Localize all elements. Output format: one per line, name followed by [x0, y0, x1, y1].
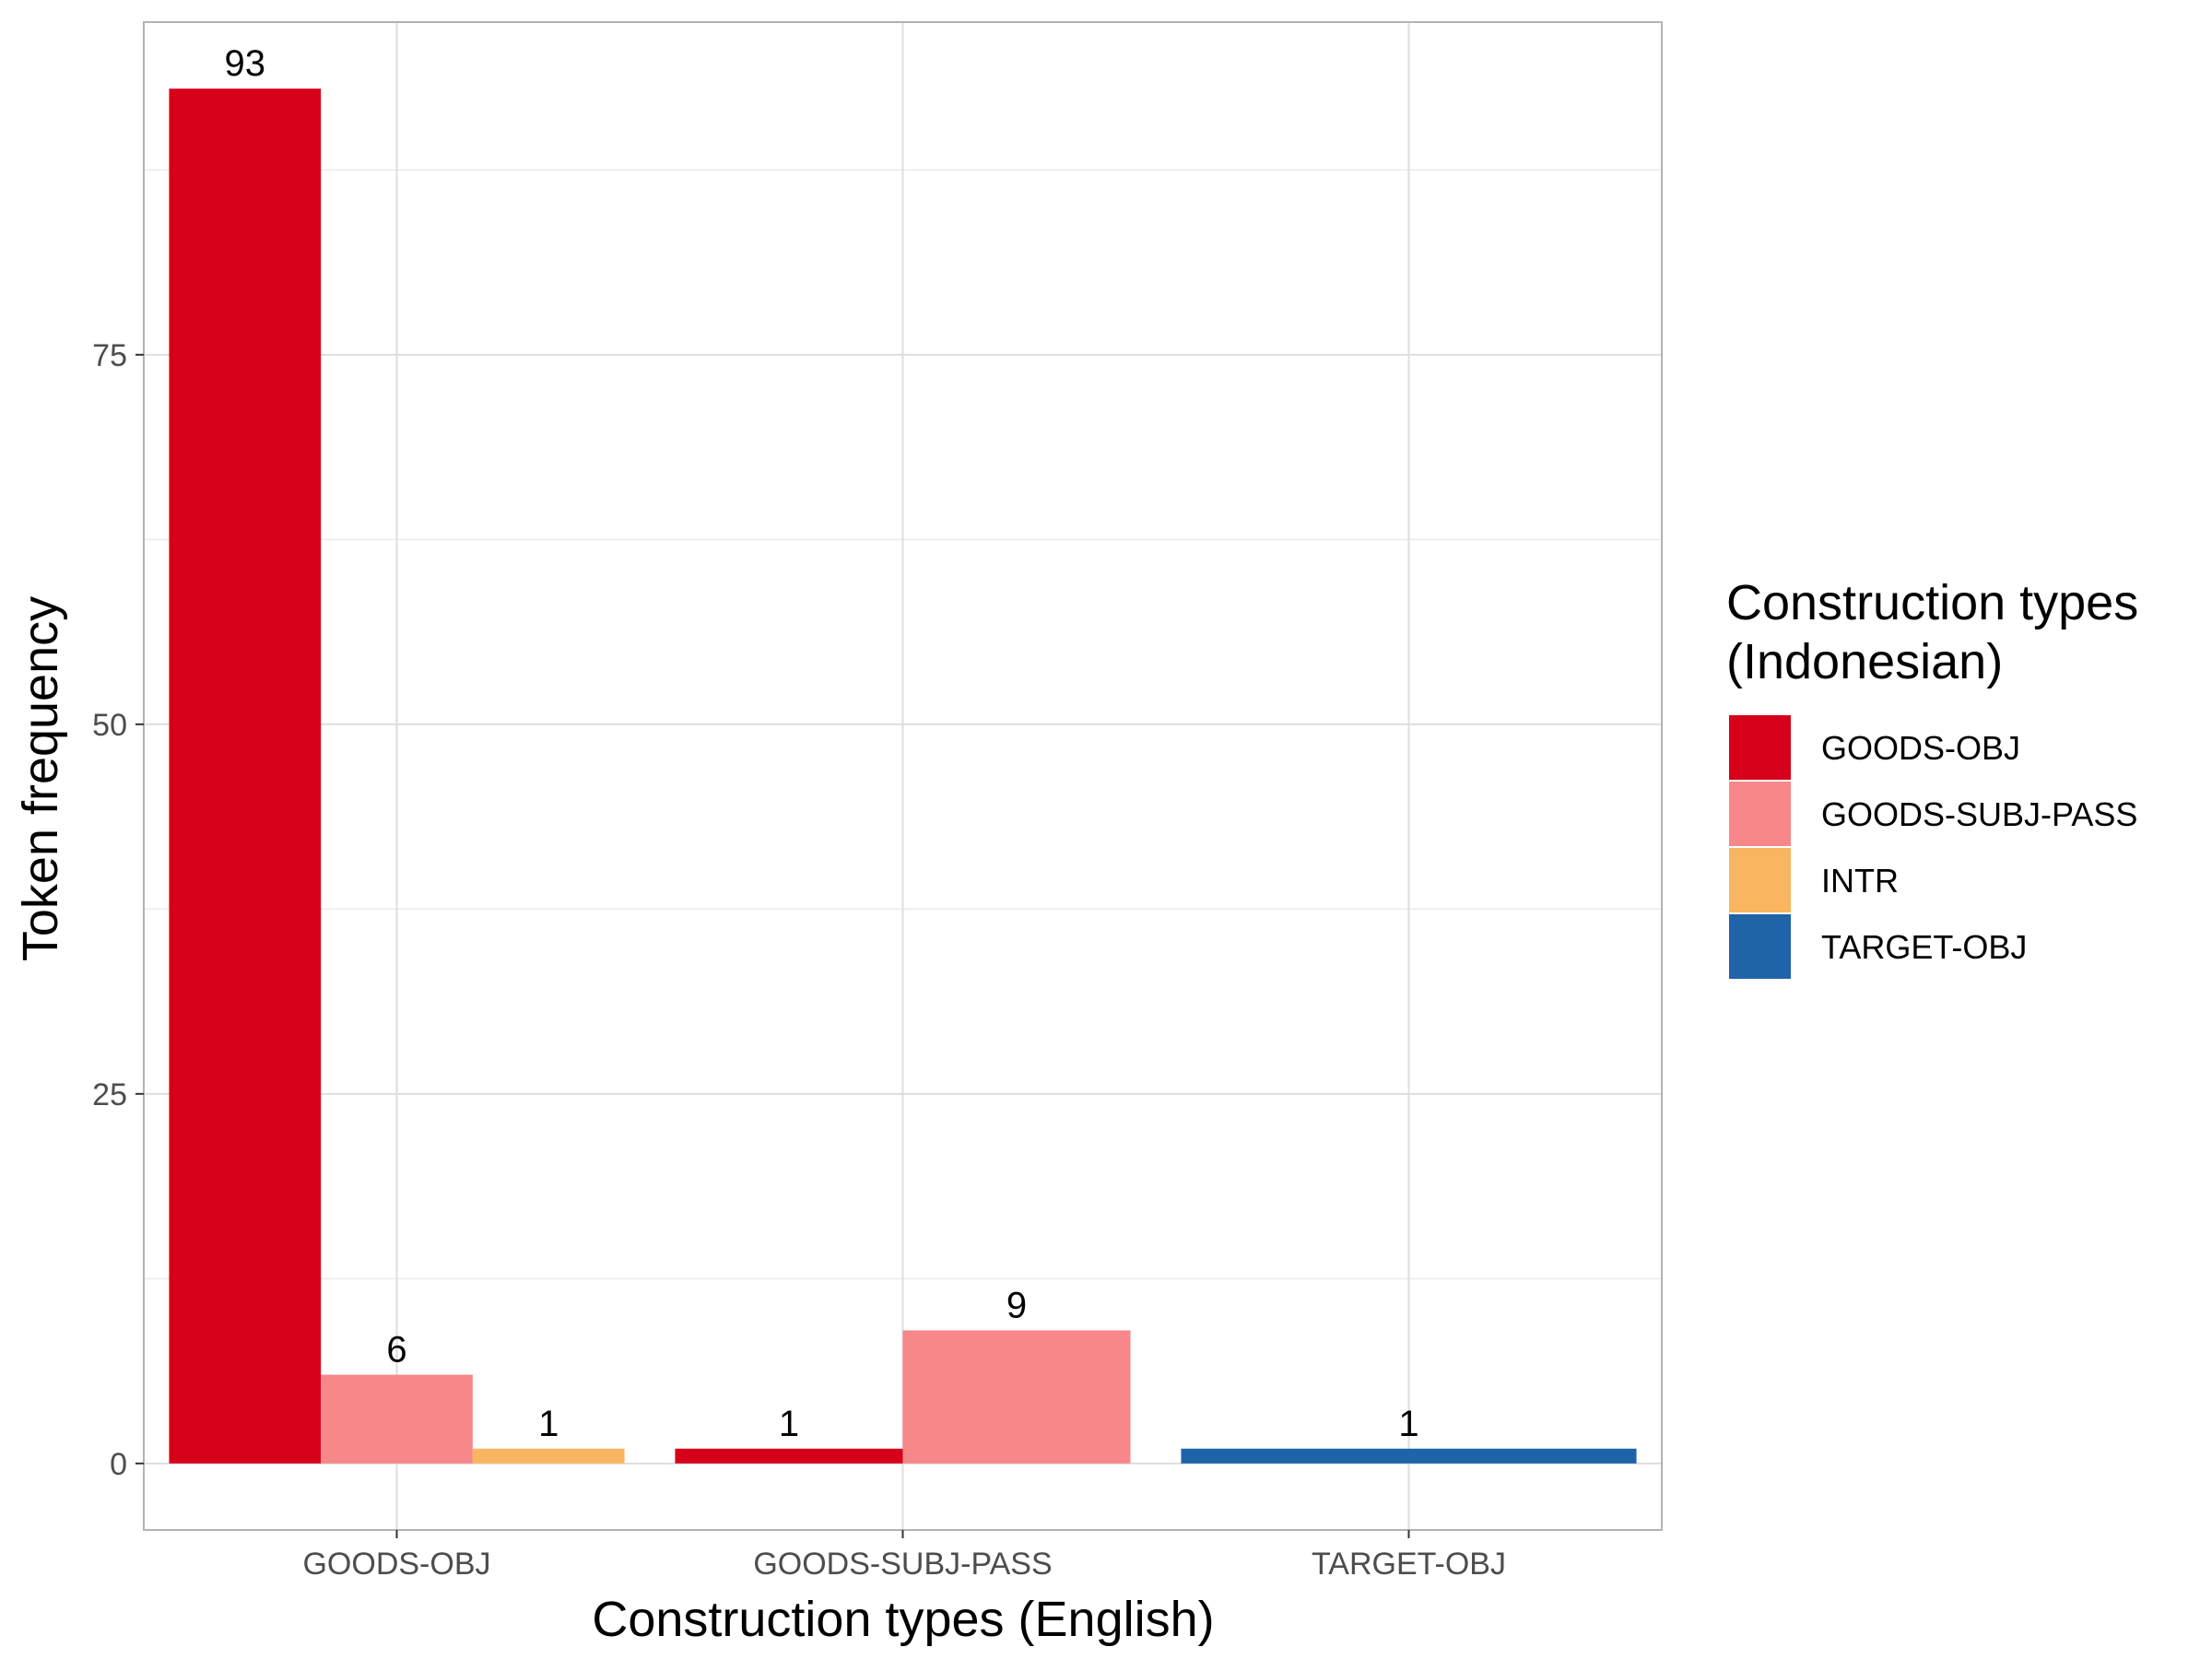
data-labels-layer: 93 6 1 1 9 1: [225, 43, 1419, 1444]
y-axis-title: Token frequency: [13, 596, 68, 961]
data-label: 93: [225, 43, 266, 84]
legend-key-goods-obj: [1729, 715, 1791, 780]
legend-key-target-obj: [1729, 914, 1791, 979]
legend-label: GOODS-OBJ: [1821, 729, 2020, 767]
x-axis: GOODS-OBJ GOODS-SUBJ-PASS TARGET-OBJ: [302, 1530, 1506, 1582]
legend-key-goods-subj-pass: [1729, 782, 1791, 846]
bar-target-obj-target-obj: [1181, 1448, 1637, 1464]
data-label: 1: [538, 1404, 559, 1444]
x-tick-label: GOODS-OBJ: [302, 1547, 490, 1582]
legend-title-line-2: (Indonesian): [1726, 634, 2003, 689]
y-axis: 0 25 50 75: [92, 338, 144, 1482]
data-label: 9: [1006, 1285, 1027, 1325]
y-tick-label: 50: [92, 708, 127, 743]
legend-key-intr: [1729, 848, 1791, 912]
data-label: 1: [779, 1404, 799, 1444]
legend-title-line-1: Construction types: [1726, 575, 2138, 630]
grid-lines: [144, 22, 1662, 1530]
y-tick-label: 0: [110, 1447, 127, 1482]
bar-goods-subj-pass-goods-subj-pass: [902, 1330, 1131, 1464]
legend-label: INTR: [1821, 862, 1899, 900]
y-tick-label: 25: [92, 1077, 127, 1112]
data-label: 6: [386, 1330, 406, 1371]
x-axis-title: Construction types (English): [592, 1592, 1214, 1647]
y-tick-label: 75: [92, 338, 127, 373]
bars-layer: [169, 88, 1637, 1464]
x-tick-label: TARGET-OBJ: [1312, 1547, 1506, 1582]
x-tick-label: GOODS-SUBJ-PASS: [753, 1547, 1052, 1582]
legend-label: TARGET-OBJ: [1821, 928, 2027, 966]
bar-goods-subj-pass-goods-obj: [675, 1448, 903, 1464]
bar-goods-obj-goods-subj-pass: [321, 1374, 473, 1464]
bar-goods-obj-intr: [472, 1448, 625, 1464]
legend-label: GOODS-SUBJ-PASS: [1821, 795, 2137, 833]
legend: Construction types (Indonesian) GOODS-OB…: [1726, 575, 2138, 979]
bar-goods-obj-goods-obj: [169, 88, 322, 1464]
data-label: 1: [1398, 1404, 1418, 1444]
